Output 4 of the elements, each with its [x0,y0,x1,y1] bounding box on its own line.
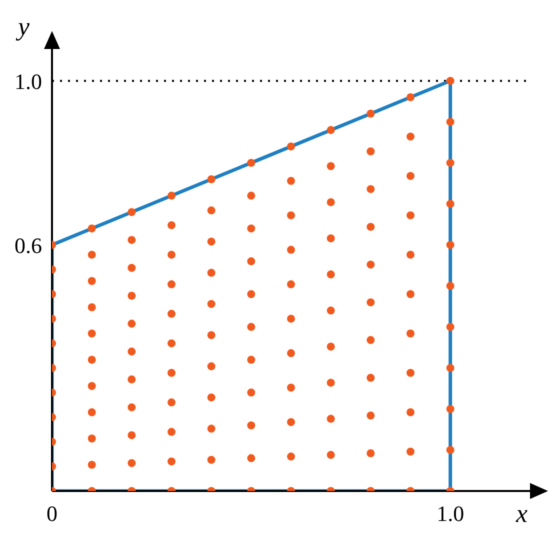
y-tick-label: 0.6 [14,232,42,258]
x-axis-title: x [516,499,528,529]
y-axis-title: y [18,12,30,42]
x-tick-label: 0 [46,501,58,526]
